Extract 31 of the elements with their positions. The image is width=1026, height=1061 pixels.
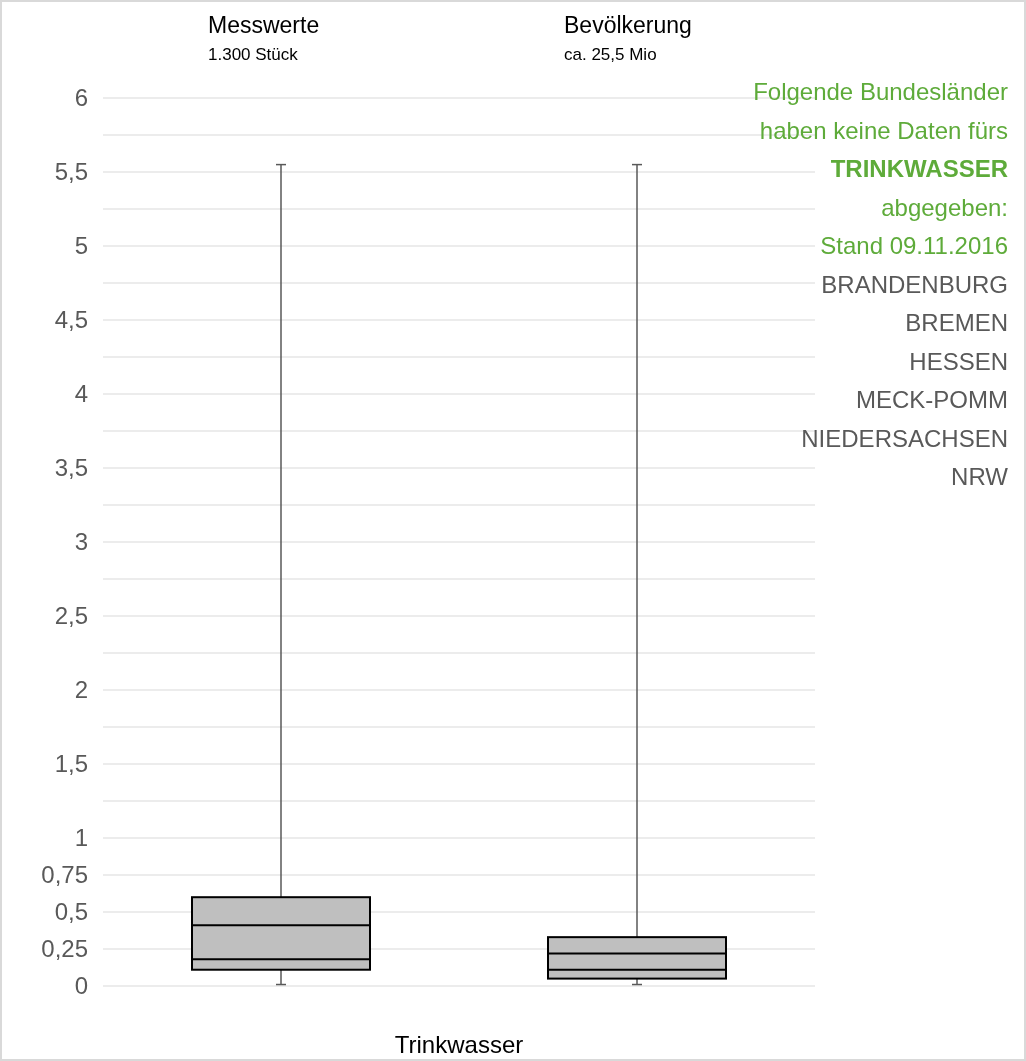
- y-tick-label: 1: [74, 824, 88, 852]
- text: BRANDENBURG: [821, 270, 1008, 298]
- x-tick-label: Messwerte: [208, 12, 320, 38]
- y-tick-label: 2,5: [54, 602, 88, 630]
- y-tick-label: 3,5: [54, 454, 88, 482]
- x-tick-label: Bevölkerung: [564, 12, 692, 38]
- annotation: NIEDERSACHSEN: [801, 424, 1008, 452]
- y-tick-label: 1,5: [54, 750, 88, 778]
- annotation: Folgende Bundesländer: [753, 78, 1009, 105]
- y-tick-label: 4,5: [54, 306, 88, 334]
- text: MECK-POMM: [856, 386, 1008, 413]
- text: abgegeben:: [881, 193, 1008, 221]
- y-tick-label: 0,25: [41, 935, 88, 963]
- y-tick-label: 0: [74, 972, 88, 1000]
- text: ca. 25,5 Mio: [564, 45, 657, 64]
- text: BREMEN: [905, 309, 1008, 336]
- text: 1.300 Stück: [208, 45, 299, 64]
- y-tick-label: 0,5: [54, 898, 88, 926]
- y-tick-label: 3: [74, 528, 88, 556]
- y-tick-label: 4: [74, 380, 88, 408]
- y-tick-label: 0,75: [41, 861, 88, 889]
- text: NRW: [951, 463, 1009, 490]
- text: TRINKWASSER: [830, 155, 1008, 182]
- text: Stand 09.11.2016: [820, 232, 1008, 259]
- y-tick-label: 5,5: [54, 158, 88, 186]
- y-tick-label: 5: [74, 232, 88, 260]
- y-tick-label: 2: [74, 676, 88, 704]
- text: HESSEN: [909, 347, 1008, 375]
- x-axis-title: Trinkwasser: [394, 1031, 524, 1058]
- annotation: haben keine Daten fürs: [759, 116, 1008, 144]
- y-tick-label: 6: [74, 84, 88, 112]
